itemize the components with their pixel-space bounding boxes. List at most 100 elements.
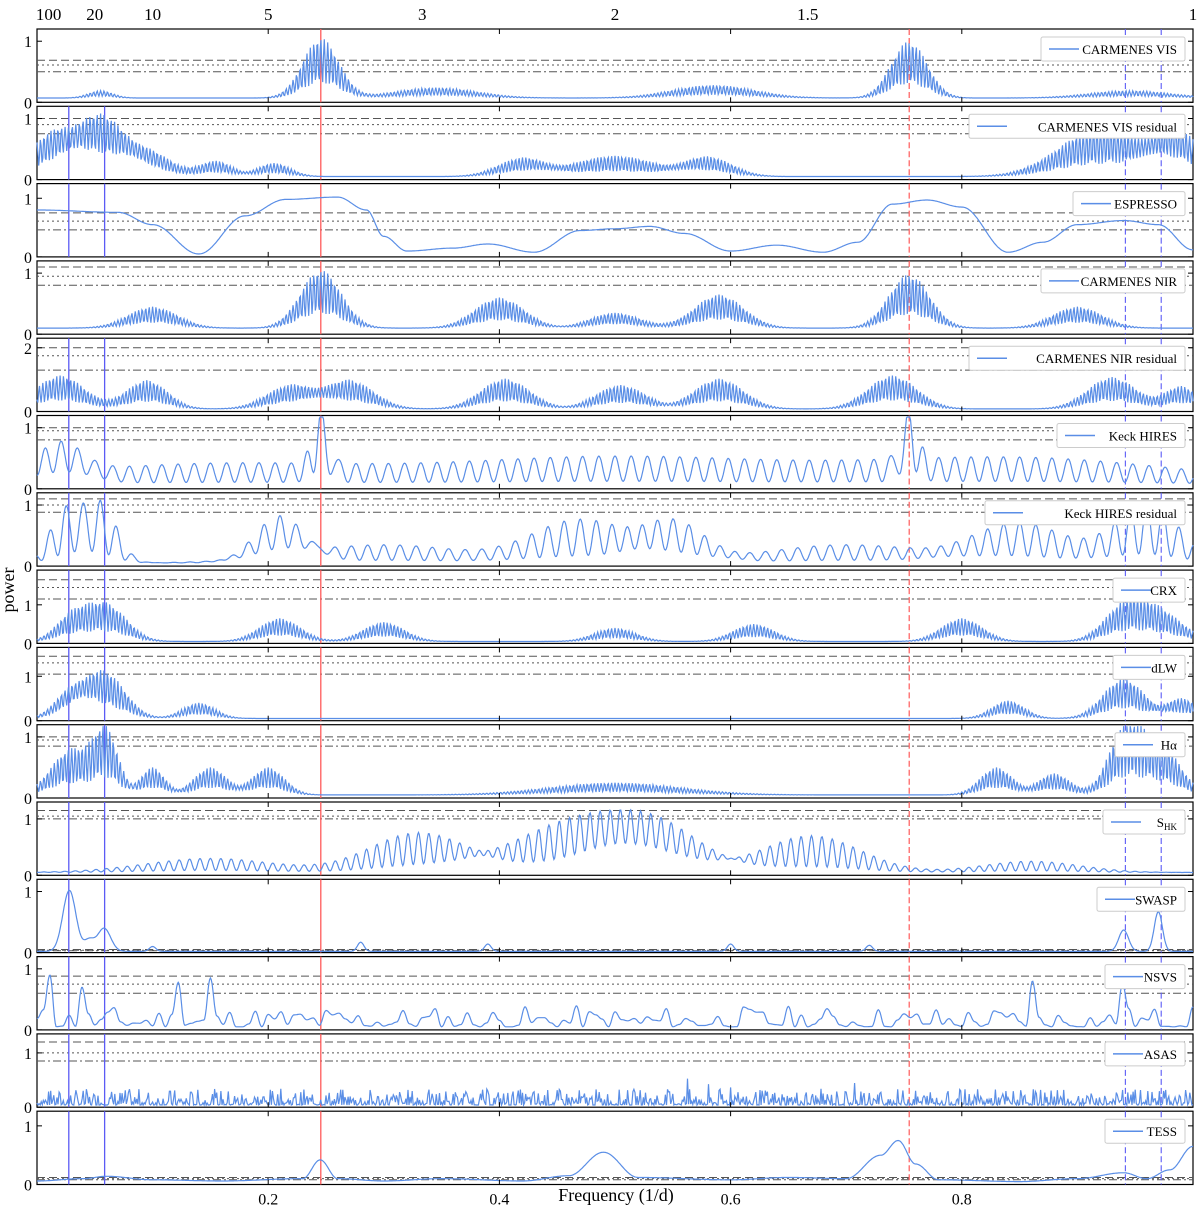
y-tick-label: 0 [24,327,32,344]
legend: ESPRESSO [1072,191,1186,217]
y-tick-label: 1 [24,266,32,283]
x-tick-label: 0.4 [489,1192,509,1209]
legend-label: TESS [1147,1124,1177,1139]
legend-label: Hα [1161,738,1177,753]
periodogram-series [36,726,1194,796]
legend-box [1104,1041,1186,1067]
panel: 0 1 CRX [24,569,1194,653]
periodogram-series [36,113,1194,178]
legend-box [1104,1118,1186,1144]
legend: CRX [1112,577,1186,603]
legend-label: Keck HIRES residual [1064,506,1177,521]
panel: 0 2 CARMENES NIR residual [24,337,1194,422]
legend-label: NSVS [1144,970,1177,985]
legend: Keck HIRES residual [984,500,1186,526]
y-tick-label: 0 [24,250,32,267]
legend-box [1104,964,1186,990]
periodogram-series [36,974,1194,1028]
periodogram-series [36,597,1194,643]
panel: 0 1 TESS [24,1110,1194,1195]
x-axis-label: Frequency (1/d) [558,1185,673,1206]
y-tick-label: 0 [24,868,32,885]
periodogram-series [37,1139,1194,1183]
panel: 0 1 Keck HIRES [24,414,1194,499]
legend: CARMENES VIS residual [968,113,1186,139]
panel: 0 1 CARMENES VIS residual [24,105,1194,190]
y-tick-label: 1 [24,112,32,129]
legend-label: CARMENES VIS residual [1038,119,1178,134]
legend-box [968,113,1186,139]
legend-box [1102,809,1186,835]
panel-frame [36,1110,1194,1186]
y-tick-label: 0 [24,173,32,190]
legend-label: CRX [1150,583,1177,598]
x-tick-label: 0.6 [721,1192,741,1209]
y-tick-label: 1 [24,885,32,902]
y-tick-label: 1 [24,191,32,208]
legend: CARMENES NIR [1040,268,1186,294]
legend-label: CARMENES NIR residual [1036,351,1177,366]
y-tick-label: 0 [24,636,32,653]
legend-box [1056,423,1186,448]
y-tick-label: 1 [24,730,32,747]
y-tick-label: 1 [24,669,32,686]
legend-box [1096,886,1186,912]
y-tick-label: 1 [24,34,32,51]
top-period-tick-label: 1 [1189,5,1198,24]
legend-label: SHK [1157,815,1178,832]
y-tick-label: 0 [24,482,32,499]
legend-label: Keck HIRES [1109,429,1177,444]
legend: SWASP [1096,886,1186,912]
periodogram-series [37,889,1193,952]
legend-box [1072,191,1186,217]
y-tick-label: 0 [24,946,32,963]
y-tick-label: 0 [24,1100,32,1117]
y-tick-label: 1 [24,1119,32,1136]
legend-box [984,500,1186,526]
panel: 0 1 SHK [24,801,1194,885]
legend-label: SWASP [1135,892,1177,907]
legend-box [968,345,1186,371]
x-tick-label: 0.8 [952,1192,972,1209]
legend: SHK [1102,809,1186,835]
periodogram-series [36,670,1194,720]
y-tick-label: 0 [24,791,32,808]
y-tick-label: 0 [24,1023,32,1040]
periodogram-series [36,375,1194,410]
panel: 0 1 Keck HIRES residual [24,492,1194,576]
top-period-tick-label: 10 [144,5,161,24]
top-period-tick-label: 20 [86,5,103,24]
panel-frame [36,801,1194,876]
legend-box [1040,268,1186,294]
legend-label: CARMENES VIS [1082,42,1177,57]
panel: 0 1 Hα [24,724,1194,808]
periodogram-series [36,808,1193,874]
periodogram-series [37,39,1194,99]
top-period-tick-label: 1.5 [797,5,818,24]
panel: 0 1 CARMENES VIS [24,28,1194,112]
y-tick-label: 0 [24,405,32,422]
y-tick-label: 0 [24,1178,32,1195]
panel: 0 1 ESPRESSO [24,183,1194,267]
legend: CARMENES NIR residual [968,345,1186,371]
x-tick-label: 0.2 [258,1192,278,1209]
y-tick-label: 1 [24,812,32,829]
y-axis-label: power [0,568,18,613]
y-tick-label: 1 [24,421,32,438]
periodogram-series [36,1078,1194,1108]
top-period-axis: 100 20 10 5 3 2 1.5 1 [36,5,1197,24]
panel: 0 1 ASAS [24,1033,1194,1117]
legend: NSVS [1104,964,1186,990]
legend-label: ASAS [1144,1047,1177,1062]
legend: Hα [1114,732,1186,758]
panel-frame [36,260,1194,335]
panel: 0 1 dLW [24,646,1194,731]
legend-label: CARMENES NIR [1081,274,1178,289]
top-period-tick-label: 5 [264,5,273,24]
y-tick-label: 0 [24,714,32,731]
legend: Keck HIRES [1056,423,1186,448]
y-tick-label: 0 [24,95,32,112]
panel: 0 1 NSVS [24,955,1194,1040]
panel: 0 1 CARMENES NIR [24,260,1194,344]
panel-frame [36,414,1194,490]
